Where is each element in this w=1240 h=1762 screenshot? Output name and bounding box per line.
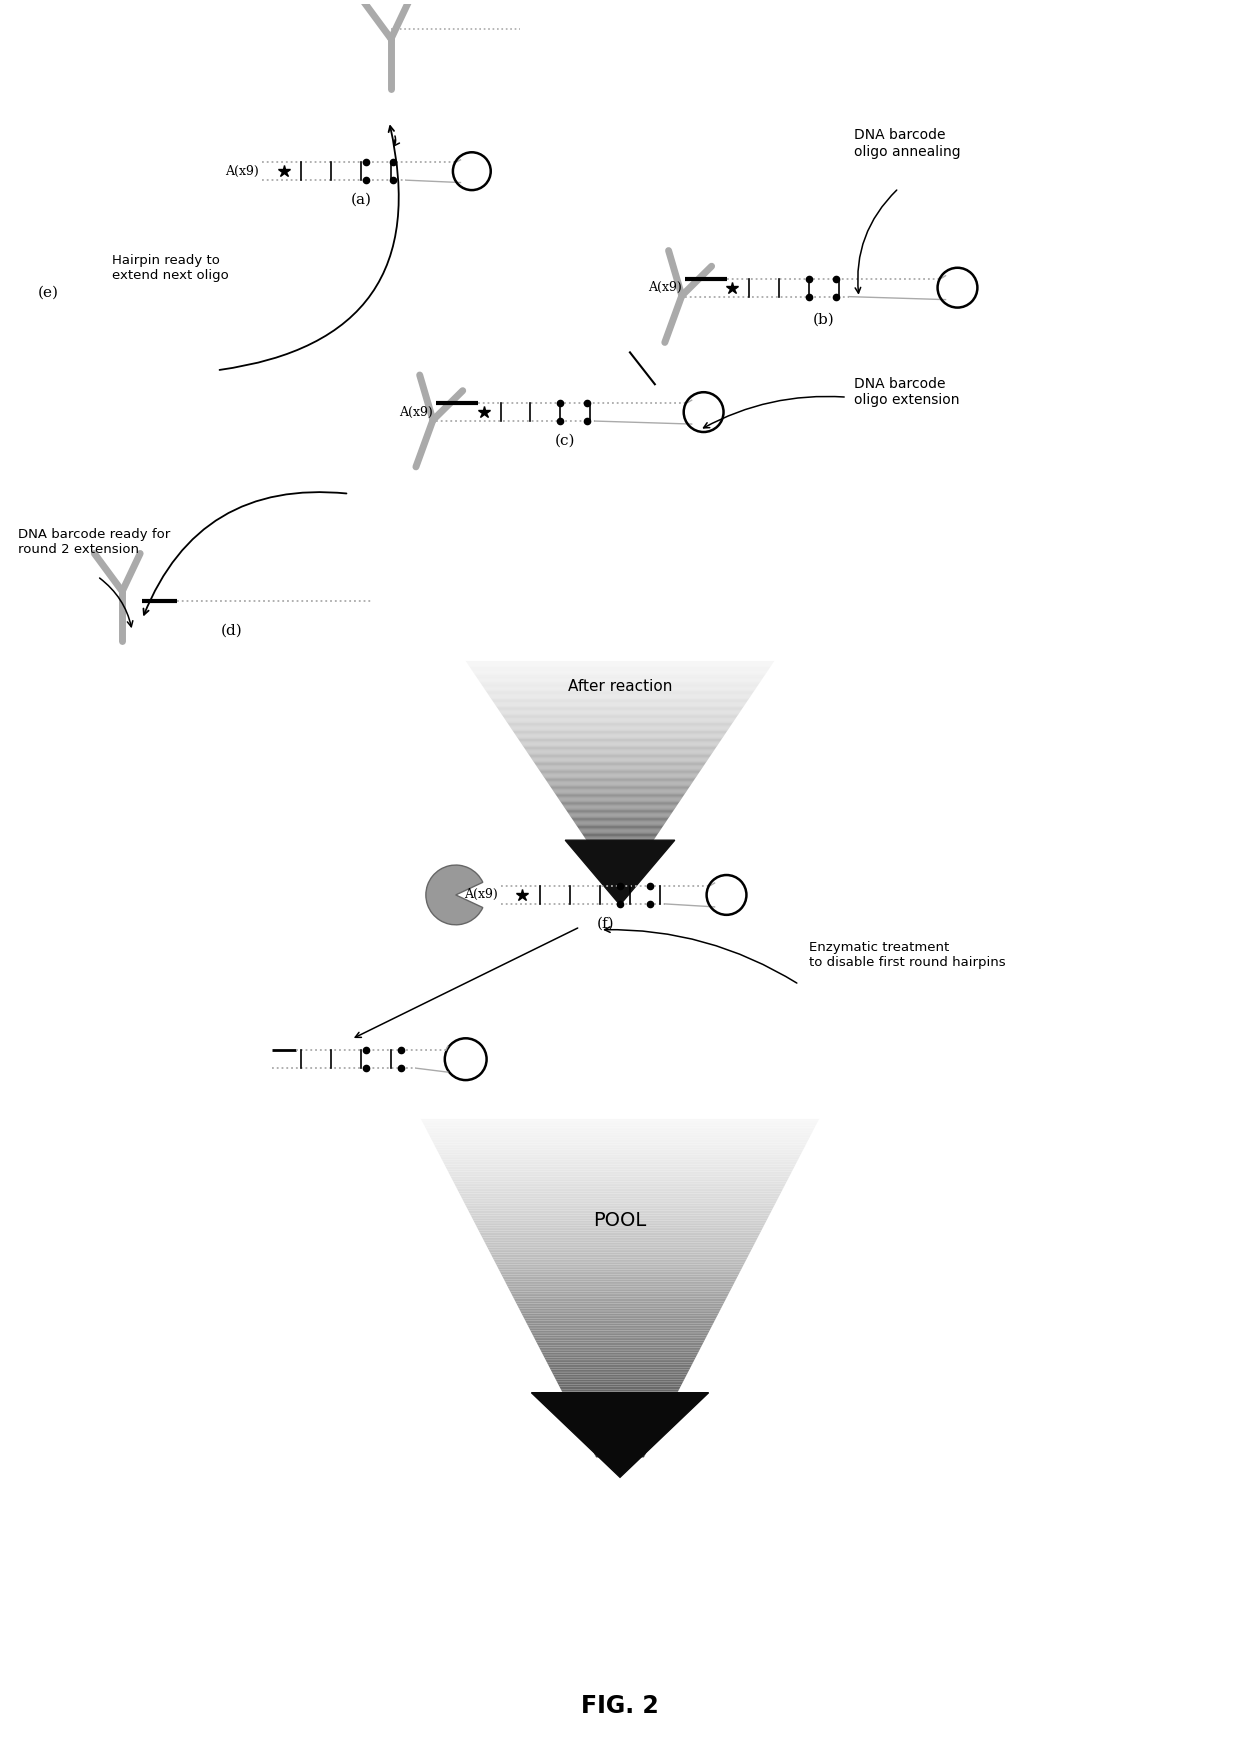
Text: DNA barcode
oligo extension: DNA barcode oligo extension (854, 377, 960, 407)
Text: (e): (e) (37, 285, 58, 300)
Polygon shape (565, 840, 675, 906)
Polygon shape (532, 1392, 708, 1477)
Text: Hairpin ready to
extend next oligo: Hairpin ready to extend next oligo (113, 254, 229, 282)
Text: POOL: POOL (594, 1210, 646, 1230)
Text: DNA barcode ready for
round 2 extension: DNA barcode ready for round 2 extension (17, 527, 170, 555)
Text: Enzymatic treatment
to disable first round hairpins: Enzymatic treatment to disable first rou… (810, 941, 1006, 969)
Text: FIG. 2: FIG. 2 (582, 1695, 658, 1718)
Text: A(x9): A(x9) (464, 888, 497, 902)
Text: A(x9): A(x9) (649, 282, 682, 294)
Text: (f): (f) (596, 916, 614, 930)
Text: After reaction: After reaction (568, 680, 672, 694)
Text: (c): (c) (556, 433, 575, 448)
Text: (b): (b) (813, 312, 835, 326)
Wedge shape (425, 865, 482, 925)
Text: A(x9): A(x9) (224, 164, 259, 178)
Text: A(x9): A(x9) (399, 405, 433, 419)
Text: DNA barcode
oligo annealing: DNA barcode oligo annealing (854, 129, 961, 159)
Text: (a): (a) (351, 194, 372, 208)
Text: (d): (d) (221, 624, 243, 638)
